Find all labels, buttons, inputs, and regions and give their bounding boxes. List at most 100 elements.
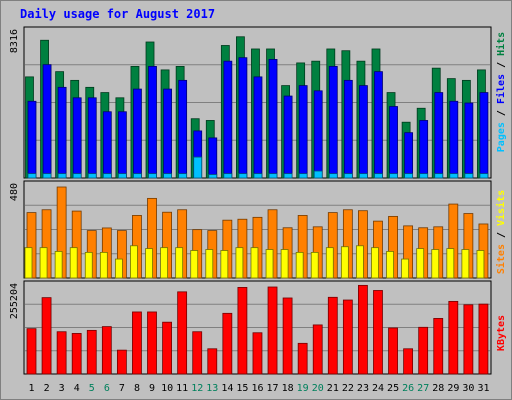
bar-sites-31 xyxy=(476,250,485,279)
bar-files-19 xyxy=(298,85,308,179)
legend-hits-files-pages: Pages / Files / Hits xyxy=(495,32,507,152)
bar-files-15 xyxy=(238,57,248,179)
bar-sites-10 xyxy=(160,247,168,279)
bar-kbytes-3 xyxy=(56,331,67,375)
bar-sites-1 xyxy=(24,247,33,279)
bar-files-18 xyxy=(283,95,293,179)
bar-pages-12 xyxy=(193,156,203,179)
legend-visits-sites: Sites / Visits xyxy=(495,190,507,274)
bar-kbytes-19 xyxy=(297,342,308,375)
bar-kbytes-23 xyxy=(358,284,368,375)
legend-hits-files-pages-text: Pages / Files / Hits xyxy=(495,32,507,152)
bar-kbytes-11 xyxy=(177,291,188,375)
bar-sites-22 xyxy=(340,246,349,279)
legend-hits: Hits xyxy=(495,32,507,56)
legend-visits: Visits xyxy=(495,190,507,226)
bar-files-30 xyxy=(464,102,474,179)
x-tick-label-20: 20 xyxy=(312,383,324,394)
bar-sites-6 xyxy=(99,252,108,279)
bar-kbytes-31 xyxy=(478,303,489,375)
x-tick-label-30: 30 xyxy=(462,383,474,394)
bar-pages-4 xyxy=(72,173,82,179)
bar-pages-18 xyxy=(283,173,293,179)
x-tick-label-27: 27 xyxy=(417,383,429,394)
legend-kbytes: KBytes xyxy=(496,315,507,351)
x-tick-label-1: 1 xyxy=(29,383,35,394)
x-tick-label-18: 18 xyxy=(282,383,294,394)
bar-files-26 xyxy=(404,132,414,179)
bar-sites-18 xyxy=(280,249,289,279)
bar-kbytes-9 xyxy=(147,311,157,375)
bar-files-31 xyxy=(479,92,489,179)
x-tick-label-8: 8 xyxy=(134,383,140,394)
x-tick-label-19: 19 xyxy=(297,383,309,394)
bar-kbytes-4 xyxy=(71,333,82,375)
bar-kbytes-8 xyxy=(132,311,142,375)
bar-pages-11 xyxy=(178,173,188,179)
bar-sites-28 xyxy=(431,249,440,279)
bar-files-11 xyxy=(178,79,188,179)
bar-pages-3 xyxy=(57,173,67,179)
x-tick-label-2: 2 xyxy=(44,383,50,394)
bar-files-22 xyxy=(343,79,353,179)
bar-pages-29 xyxy=(449,173,459,179)
bar-sites-27 xyxy=(416,248,425,279)
x-tick-label-6: 6 xyxy=(104,383,110,394)
x-tick-label-7: 7 xyxy=(119,383,125,394)
legend-separator: / xyxy=(496,56,507,74)
bar-files-2 xyxy=(42,64,52,179)
legend-separator: / xyxy=(496,226,507,244)
bar-sites-11 xyxy=(175,247,184,279)
y-max-label-visits-sites: 480 xyxy=(9,183,20,201)
bar-files-14 xyxy=(223,60,233,179)
bar-sites-8 xyxy=(130,245,138,279)
bar-files-28 xyxy=(434,92,444,179)
bar-kbytes-2 xyxy=(41,297,52,375)
bar-kbytes-18 xyxy=(282,297,293,375)
x-tick-label-15: 15 xyxy=(236,383,248,394)
bar-pages-25 xyxy=(389,173,398,179)
bar-pages-30 xyxy=(464,173,474,179)
bar-sites-21 xyxy=(325,247,334,279)
bar-kbytes-29 xyxy=(448,300,459,375)
bar-pages-24 xyxy=(374,173,383,179)
bar-kbytes-6 xyxy=(101,326,112,375)
bar-sites-14 xyxy=(220,250,229,279)
bar-sites-16 xyxy=(250,247,259,279)
bar-kbytes-1 xyxy=(26,328,37,375)
bar-kbytes-5 xyxy=(86,329,97,375)
bar-pages-22 xyxy=(343,173,353,179)
x-tick-label-24: 24 xyxy=(372,383,384,394)
bar-files-6 xyxy=(102,111,112,179)
x-tick-label-9: 9 xyxy=(149,383,155,394)
bar-files-3 xyxy=(57,86,67,179)
bar-sites-2 xyxy=(39,247,48,279)
bar-files-27 xyxy=(419,120,429,179)
bar-files-1 xyxy=(27,100,37,179)
chart-title: Daily usage for August 2017 xyxy=(20,7,215,21)
x-tick-label-11: 11 xyxy=(176,383,188,394)
legend-separator: / xyxy=(496,104,507,122)
bar-kbytes-30 xyxy=(463,304,474,375)
bar-files-4 xyxy=(72,97,82,179)
bar-sites-9 xyxy=(145,248,153,279)
legend-sites: Sites xyxy=(495,244,507,274)
x-tick-label-14: 14 xyxy=(221,383,233,394)
x-tick-label-26: 26 xyxy=(402,383,414,394)
bar-sites-30 xyxy=(461,249,470,279)
bar-sites-24 xyxy=(371,247,379,279)
bar-pages-15 xyxy=(238,173,248,179)
bar-files-24 xyxy=(374,71,383,179)
bar-sites-19 xyxy=(295,252,304,279)
bar-files-16 xyxy=(253,76,263,179)
bar-pages-21 xyxy=(328,173,338,179)
bar-pages-23 xyxy=(359,173,368,179)
x-tick-label-29: 29 xyxy=(447,383,459,394)
bar-kbytes-28 xyxy=(433,318,444,375)
bar-sites-20 xyxy=(310,252,319,279)
bar-files-23 xyxy=(359,85,368,179)
x-tick-label-10: 10 xyxy=(161,383,173,394)
bar-sites-5 xyxy=(84,252,93,279)
